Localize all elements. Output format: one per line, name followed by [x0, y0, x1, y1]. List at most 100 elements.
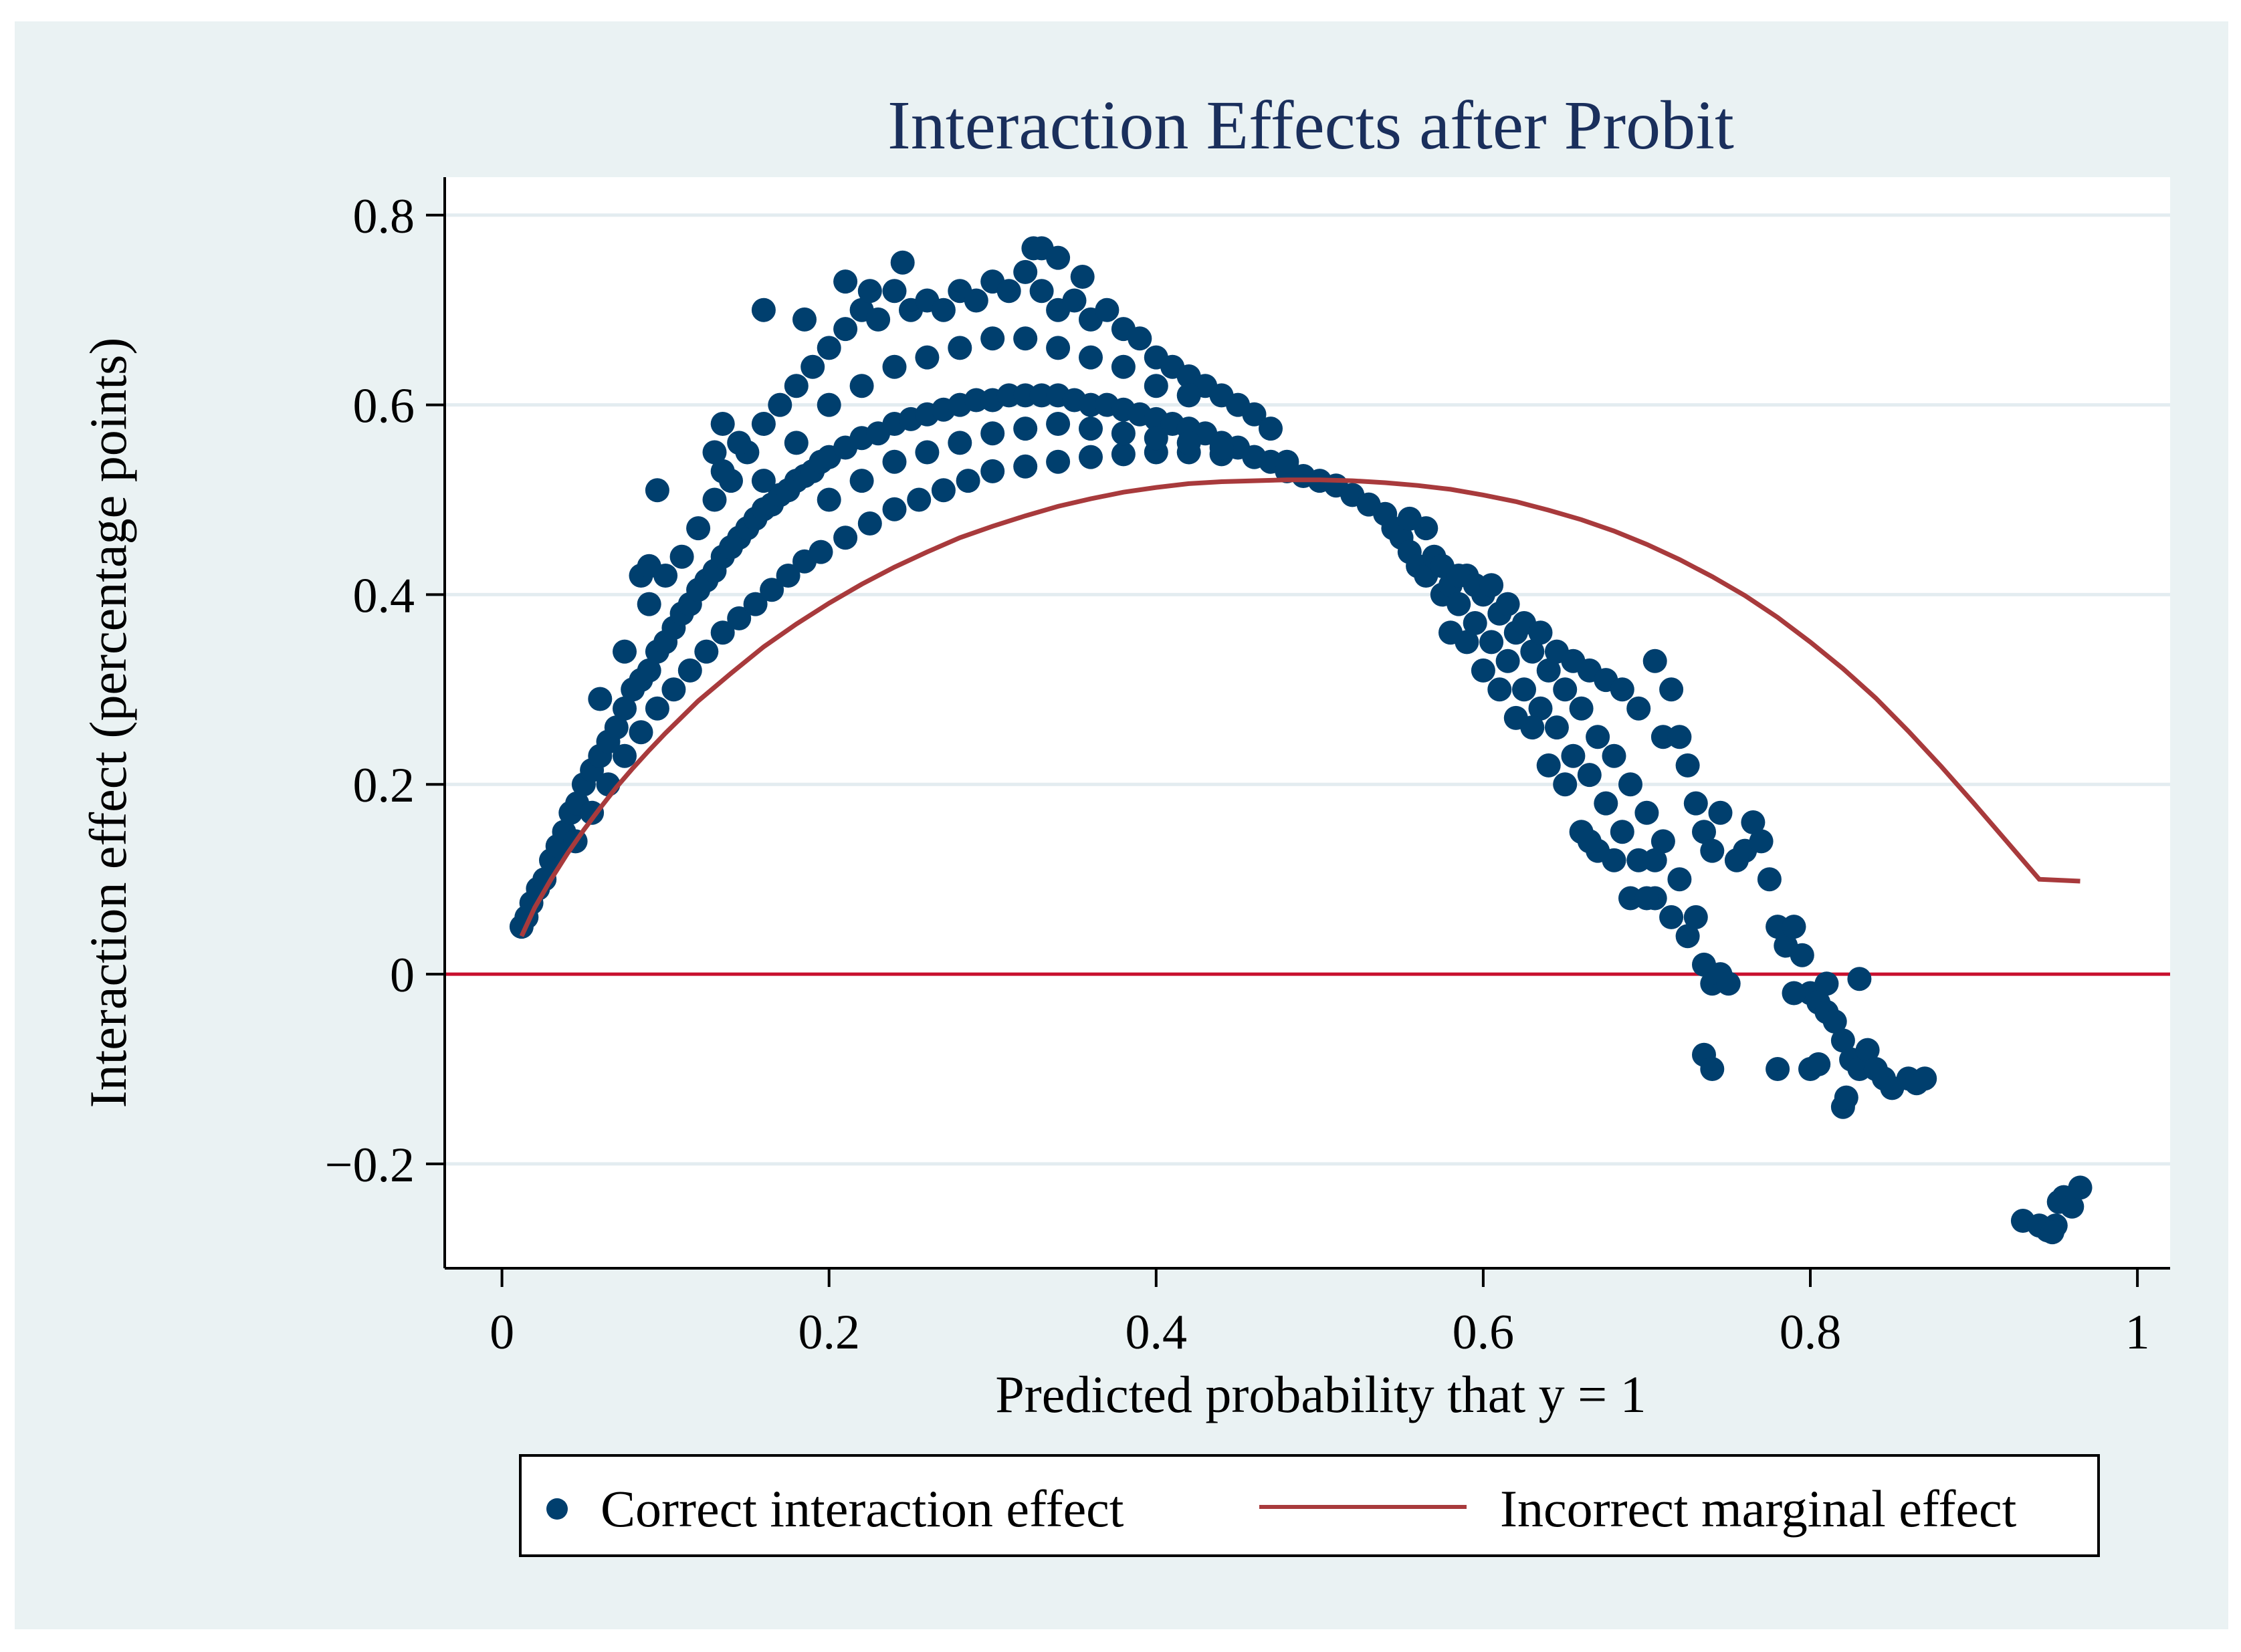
data-point-181 [710, 459, 735, 483]
x-tick-label-5: 1 [2125, 1305, 2150, 1360]
data-point-4 [532, 867, 557, 892]
data-point-164 [1046, 412, 1071, 436]
data-point-228 [1683, 905, 1708, 929]
data-point-114 [801, 354, 825, 379]
data-point-134 [1128, 326, 1152, 351]
data-point-77 [677, 658, 702, 683]
data-point-101 [1275, 449, 1299, 474]
data-point-119 [882, 279, 907, 304]
data-point-112 [768, 392, 792, 417]
data-point-311 [2060, 1194, 2085, 1219]
data-point-141 [1242, 402, 1267, 427]
data-point-290 [1503, 705, 1528, 730]
y-tick-label-3: 0.4 [353, 568, 415, 623]
data-point-166 [1111, 421, 1136, 446]
y-axis-ticks: −0.2 0 0.2 0.4 0.6 0.8 [325, 189, 445, 1193]
data-point-225 [1659, 905, 1684, 929]
data-point-184 [637, 554, 661, 578]
data-point-152 [1046, 336, 1071, 360]
data-point-86 [833, 525, 858, 550]
data-point-199 [1447, 592, 1471, 616]
x-axis-ticks: 0 0.2 0.4 0.6 0.8 1 [490, 1268, 2150, 1360]
data-point-303 [1814, 971, 1839, 996]
data-point-281 [1634, 886, 1659, 911]
data-point-115 [817, 336, 841, 360]
y-tick-label-0: −0.2 [325, 1138, 415, 1193]
data-point-245 [1830, 1028, 1855, 1053]
data-point-292 [1471, 658, 1495, 683]
data-point-80 [727, 606, 752, 630]
data-point-175 [890, 250, 915, 275]
data-point-261 [1495, 592, 1520, 616]
data-point-128 [1029, 279, 1054, 304]
data-point-94 [1046, 449, 1071, 474]
data-point-240 [1790, 943, 1814, 967]
data-point-278 [1708, 800, 1733, 825]
series-line-incorrect-marginal-effect [519, 477, 2080, 937]
data-point-282 [1642, 848, 1667, 872]
y-tick-label-2: 0.2 [353, 758, 415, 813]
data-point-182 [702, 440, 727, 465]
data-point-104 [637, 592, 661, 616]
data-point-157 [817, 487, 841, 512]
data-point-236 [1757, 867, 1782, 892]
data-point-205 [1495, 648, 1520, 673]
data-point-302 [1847, 967, 1872, 991]
data-point-239 [1782, 915, 1806, 939]
data-point-158 [849, 469, 874, 493]
data-point-180 [792, 307, 817, 332]
data-point-201 [1463, 611, 1487, 635]
data-point-270 [1642, 648, 1667, 673]
data-point-100 [1242, 445, 1267, 469]
data-point-288 [1536, 753, 1561, 778]
data-point-79 [710, 620, 735, 645]
data-point-276 [1692, 820, 1716, 844]
data-point-167 [1144, 426, 1168, 451]
data-point-78 [694, 639, 719, 664]
x-tick-label-4: 0.8 [1780, 1305, 1842, 1360]
data-point-122 [931, 298, 956, 322]
data-point-93 [1013, 454, 1038, 479]
data-point-150 [980, 326, 1005, 351]
y-axis-label: Interaction effect (percentage points) [79, 338, 137, 1108]
y-tick-label-5: 0.8 [353, 189, 415, 244]
y-tick-label-4: 0.6 [353, 379, 415, 434]
data-point-256 [1414, 516, 1438, 541]
data-point-235 [1749, 829, 1774, 854]
data-point-226 [1667, 867, 1692, 892]
data-point-113 [784, 374, 809, 398]
data-point-103 [613, 639, 637, 664]
data-point-274 [1675, 753, 1700, 778]
data-point-210 [1536, 658, 1561, 683]
data-point-159 [882, 449, 907, 474]
data-point-269 [1626, 696, 1651, 721]
data-point-296 [1700, 1057, 1725, 1081]
data-point-297 [1766, 1057, 1790, 1081]
data-point-299 [1806, 1052, 1831, 1076]
data-point-275 [1683, 791, 1708, 816]
data-point-313 [2040, 1220, 2064, 1245]
data-point-312 [2068, 1175, 2093, 1200]
data-point-155 [1144, 374, 1168, 398]
data-point-71 [580, 800, 605, 825]
data-point-218 [1602, 743, 1626, 768]
x-tick-label-1: 0.2 [798, 1305, 860, 1360]
data-point-178 [1070, 265, 1095, 289]
data-point-277 [1700, 838, 1725, 863]
axes [443, 177, 2170, 1270]
data-point-170 [645, 478, 669, 503]
data-point-209 [1528, 696, 1553, 721]
data-point-220 [1618, 772, 1642, 797]
data-point-145 [817, 392, 841, 417]
data-point-169 [1209, 435, 1234, 460]
data-point-291 [1487, 677, 1512, 702]
data-point-126 [996, 279, 1021, 304]
data-point-132 [1095, 298, 1119, 322]
data-point-146 [849, 374, 874, 398]
data-point-294 [1438, 620, 1463, 645]
data-point-87 [857, 511, 882, 536]
data-point-244 [1822, 1010, 1847, 1034]
data-point-234 [1741, 810, 1766, 834]
data-point-279 [1724, 848, 1749, 872]
data-point-111 [751, 412, 776, 436]
